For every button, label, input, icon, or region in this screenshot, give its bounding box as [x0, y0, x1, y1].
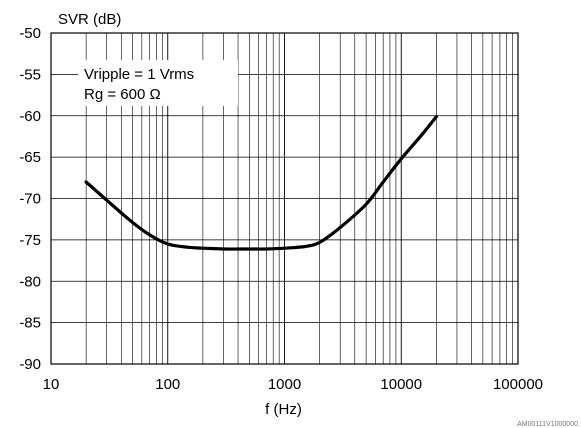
x-tick-label: 1000	[268, 376, 301, 393]
y-tick-label: -70	[19, 191, 41, 208]
x-tick-label: 10000	[380, 376, 422, 393]
annotation-rg: Rg = 600 Ω	[84, 86, 161, 103]
footer-code: AM00111V1000000	[517, 421, 578, 428]
y-tick-label: -80	[19, 273, 41, 290]
y-tick-label: -65	[19, 149, 41, 166]
y-axis-label: SVR (dB)	[58, 11, 121, 28]
y-tick-label: -85	[19, 315, 41, 332]
x-axis-label: f (Hz)	[265, 401, 302, 418]
x-tick-label: 100	[155, 376, 180, 393]
y-tick-label: -50	[19, 25, 41, 42]
y-tick-label: -55	[19, 66, 41, 83]
y-tick-labels: -50 -55 -60 -65 -70 -75 -80 -85 -90	[19, 25, 41, 373]
y-tick-label: -60	[19, 108, 41, 125]
annotation-box: Vripple = 1 Vrms Rg = 600 Ω	[78, 60, 238, 106]
x-tick-labels: 10 100 1000 10000 100000	[43, 376, 543, 393]
y-tick-label: -90	[19, 356, 41, 373]
y-tick-label: -75	[19, 232, 41, 249]
svr-curve	[84, 115, 438, 251]
x-tick-label: 10	[43, 376, 60, 393]
annotation-vripple: Vripple = 1 Vrms	[84, 66, 194, 83]
plot-frame	[50, 32, 519, 365]
series-layer	[84, 115, 438, 251]
annotation-background	[78, 60, 238, 106]
x-tick-label: 100000	[493, 376, 543, 393]
